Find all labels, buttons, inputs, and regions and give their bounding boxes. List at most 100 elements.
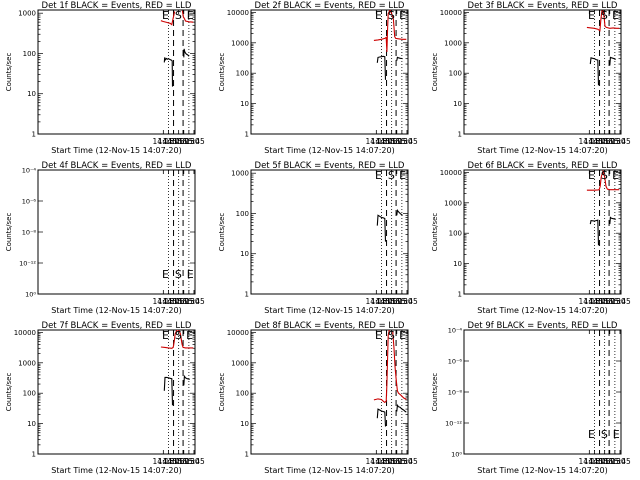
x-tick-label: 14:15	[579, 457, 601, 466]
marker-s: S	[388, 169, 395, 182]
x-tick-label: 14:15	[153, 297, 175, 306]
x-axis-label: Start Time (12-Nov-15 14:07:20)	[51, 306, 181, 315]
y-tick-label: 10⁻⁶	[448, 358, 463, 366]
y-tick-label: 1000	[18, 10, 36, 18]
x-tick-label: 14:30	[371, 137, 393, 146]
series-group	[160, 330, 194, 406]
x-tick-label: 14:45	[376, 137, 398, 146]
series-line-events	[376, 214, 387, 242]
x-tick-label: 14:30	[371, 457, 393, 466]
series-line-events	[163, 376, 174, 406]
plot-frame	[250, 9, 409, 135]
marker-s: S	[601, 428, 608, 441]
y-tick-label: 1000	[18, 359, 36, 367]
marker-e: E	[186, 329, 193, 342]
y-tick-label: 10000	[440, 9, 462, 17]
y-tick-label: 1000	[444, 199, 462, 207]
y-tick-label: 10	[240, 100, 249, 108]
x-tick-label: 15:45	[183, 297, 205, 306]
marker-e: E	[187, 9, 194, 22]
y-tick-label: 1000	[231, 39, 249, 47]
series-line-events	[589, 57, 600, 86]
y-tick-label: 100	[23, 50, 36, 58]
chart-title: Det 8f BLACK = Events, RED = LLD	[255, 321, 405, 331]
x-tick-label: 15:00	[381, 457, 403, 466]
chart-title: Det 3f BLACK = Events, RED = LLD	[468, 1, 618, 11]
y-axis-label: Counts/sec	[218, 373, 226, 412]
x-tick-label: 15:00	[381, 137, 403, 146]
series-group	[376, 208, 403, 242]
x-tick-label: 14:15	[153, 457, 175, 466]
y-tick-label: 10	[240, 250, 249, 258]
marker-e: E	[399, 169, 406, 182]
series-line-events	[396, 56, 403, 61]
x-tick-label: 14:30	[584, 137, 606, 146]
marker-e: E	[588, 169, 595, 182]
x-axis-label: Start Time (12-Nov-15 14:07:20)	[477, 466, 607, 475]
x-tick-label: 15:00	[594, 137, 616, 146]
plot-frame	[463, 169, 622, 295]
x-tick-label: 15:15	[599, 297, 621, 306]
x-tick-label: 15:30	[391, 297, 413, 306]
x-tick-label: 15:00	[168, 297, 190, 306]
chart-panel-2: Det 2f BLACK = Events, RED = LLD 14:1514:…	[218, 1, 418, 155]
series-line-lld	[181, 10, 194, 23]
y-axis-label: Counts/sec	[5, 213, 13, 252]
y-tick-label: 10	[27, 420, 36, 428]
x-tick-label: 15:30	[604, 137, 626, 146]
marker-e: E	[588, 9, 595, 22]
x-tick-label: 14:45	[376, 457, 398, 466]
x-tick-label: 14:45	[589, 297, 611, 306]
chart-title: Det 4f BLACK = Events, RED = LLD	[42, 161, 192, 171]
x-tick-label: 14:15	[153, 137, 175, 146]
y-tick-label: 10000	[227, 329, 249, 337]
y-axis-label: Counts/sec	[431, 53, 439, 92]
chart-title: Det 7f BLACK = Events, RED = LLD	[42, 321, 192, 331]
x-tick-label: 15:45	[609, 297, 631, 306]
x-tick-label: 15:00	[594, 297, 616, 306]
y-axis-label: Counts/sec	[5, 53, 13, 92]
marker-e: E	[588, 428, 595, 441]
chart-title: Det 5f BLACK = Events, RED = LLD	[255, 161, 405, 171]
y-tick-label: 10	[453, 100, 462, 108]
y-tick-label: 10⁻¹²	[19, 260, 36, 268]
series-line-lld	[373, 10, 407, 53]
y-tick-label: 10⁻⁸	[448, 389, 463, 397]
plot-frame	[463, 329, 622, 455]
x-tick-label: 14:15	[366, 457, 388, 466]
series-group	[586, 10, 620, 86]
chart-title: Det 1f BLACK = Events, RED = LLD	[42, 1, 192, 11]
series-line-events	[609, 56, 616, 66]
chart-panel-8: Det 8f BLACK = Events, RED = LLD 14:1514:…	[218, 321, 418, 475]
marker-e: E	[375, 329, 382, 342]
series-line-events	[609, 216, 616, 225]
x-tick-label: 14:45	[163, 457, 185, 466]
x-tick-label: 15:45	[396, 457, 418, 466]
x-axis-label: Start Time (12-Nov-15 14:07:20)	[264, 306, 394, 315]
chart-panel-1: Det 1f BLACK = Events, RED = LLD 14:1514:…	[5, 1, 205, 155]
y-tick-label: 10⁻⁴	[22, 167, 37, 175]
series-line-lld	[586, 170, 620, 191]
series-line-events	[376, 408, 387, 427]
x-tick-label: 15:30	[178, 457, 200, 466]
x-axis-label: Start Time (12-Nov-15 14:07:20)	[477, 146, 607, 155]
x-tick-label: 15:15	[599, 137, 621, 146]
series-group	[160, 10, 194, 87]
x-tick-label: 15:00	[168, 137, 190, 146]
y-axis-label: Counts/sec	[218, 53, 226, 92]
marker-s: S	[388, 9, 395, 22]
y-tick-label: 1000	[231, 359, 249, 367]
x-tick-label: 14:30	[158, 297, 180, 306]
series-line-lld	[373, 330, 390, 404]
x-tick-label: 15:45	[183, 137, 205, 146]
marker-e: E	[612, 9, 619, 22]
x-tick-label: 15:45	[396, 297, 418, 306]
series-group	[373, 330, 407, 427]
y-tick-label: 100	[449, 230, 462, 238]
x-tick-label: 14:30	[584, 297, 606, 306]
series-line-events	[163, 57, 174, 87]
marker-s: S	[388, 329, 395, 342]
x-tick-label: 14:45	[163, 297, 185, 306]
marker-e: E	[613, 428, 620, 441]
